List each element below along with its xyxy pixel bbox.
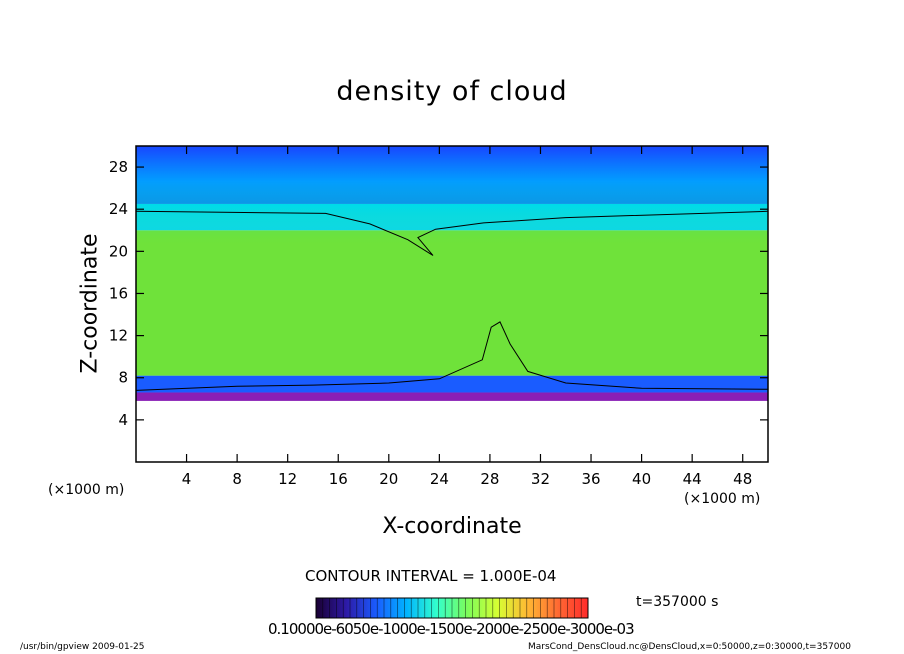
lower-contour	[136, 321, 768, 391]
footer-file-info: MarsCond_DensCloud.nc@DensCloud,x=0:5000…	[528, 642, 851, 652]
field-band-blue	[136, 375, 768, 393]
plot-frame	[135, 145, 769, 463]
chart-title: density of cloud	[336, 76, 568, 107]
y-axis-label: Z-coordinate	[77, 233, 103, 374]
field-band-white	[136, 400, 768, 462]
footer-program-info: /usr/bin/gpview 2009-01-25	[20, 642, 145, 652]
x-tick-label: 48	[733, 470, 752, 488]
x-tick-label: 20	[379, 470, 398, 488]
x-tick-label: 40	[632, 470, 651, 488]
y-tick-label: 20	[109, 242, 128, 260]
y-tick-label: 8	[118, 369, 128, 387]
x-tick-label: 32	[531, 470, 550, 488]
x-tick-label: 36	[581, 470, 600, 488]
field-gradient-overlay	[136, 146, 768, 247]
z-unit-label: (×1000 m)	[48, 482, 125, 498]
x-tick-label: 12	[278, 470, 297, 488]
x-tick-label: 28	[480, 470, 499, 488]
field-band-green	[136, 230, 768, 376]
x-tick-label: 16	[329, 470, 348, 488]
x-tick-label: 8	[232, 470, 242, 488]
field-band-purple	[136, 392, 768, 401]
y-tick-label: 4	[118, 411, 128, 429]
x-axis-label: X-coordinate	[382, 514, 522, 539]
x-tick-label: 4	[182, 470, 192, 488]
y-tick-label: 12	[109, 327, 128, 345]
contour-interval-label: CONTOUR INTERVAL = 1.000E-04	[305, 567, 557, 585]
upper-contour	[136, 210, 768, 256]
x-unit-label: (×1000 m)	[684, 491, 761, 507]
colorbar-tick-labels: 0.10000e-6050e-1000e-1500e-2000e-2500e-3…	[268, 620, 635, 638]
x-tick-label: 44	[683, 470, 702, 488]
y-tick-label: 16	[109, 284, 128, 302]
time-label: t=357000 s	[636, 594, 719, 610]
y-tick-label: 28	[109, 158, 128, 176]
y-tick-label: 24	[109, 200, 128, 218]
x-tick-label: 24	[430, 470, 449, 488]
